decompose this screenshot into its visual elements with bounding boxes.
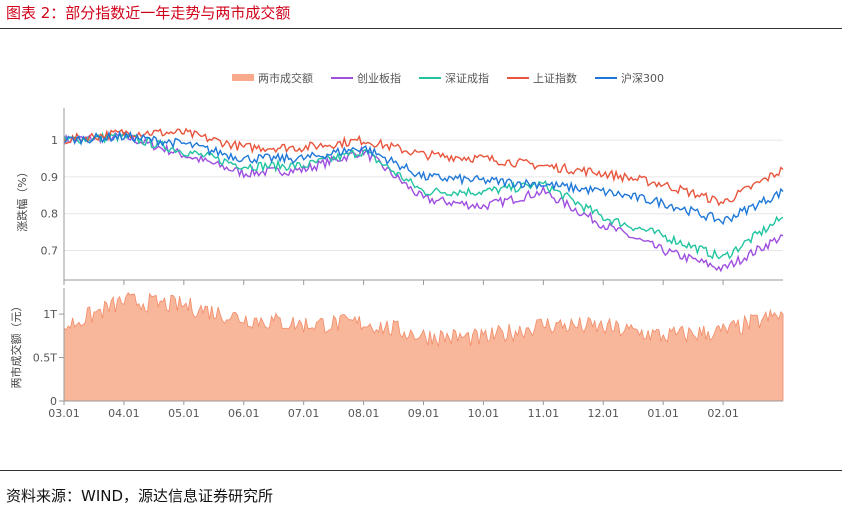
line-chart-grid [64, 139, 783, 252]
y-tick-label: 0.5T [33, 352, 57, 365]
x-tick-label: 05.01 [168, 407, 200, 420]
x-tick-label: 01.01 [647, 407, 679, 420]
series-line [63, 127, 784, 207]
y-axis-label: 两市成交额（元） [9, 301, 23, 389]
legend-label: 创业板指 [357, 71, 401, 85]
legend-label: 两市成交额 [258, 71, 313, 85]
chart-canvas: 两市成交额 创业板指 深证成指 上证指数 沪深300 0.70.80.91涨跌幅（%）0… [9, 71, 784, 420]
y-tick-label: 0.8 [41, 208, 59, 221]
y-tick-label: 1T [43, 308, 57, 321]
x-tick-label: 07.01 [288, 407, 320, 420]
series-line [63, 130, 784, 226]
legend-label: 沪深300 [621, 71, 664, 85]
y-tick-label: 1 [51, 134, 58, 147]
x-tick-label: 12.01 [588, 407, 620, 420]
top-rule [0, 28, 842, 29]
source-note: 资料来源：WIND，源达信息证券研究所 [6, 487, 274, 505]
legend-swatch [232, 74, 254, 81]
x-tick-label: 03.01 [48, 407, 80, 420]
y-axis-label: 涨跌幅（%） [15, 166, 29, 231]
figure-title: 图表 2：部分指数近一年走势与两市成交额 [6, 4, 291, 22]
y-tick-label: 0.9 [41, 171, 59, 184]
bottom-rule [0, 470, 842, 471]
turnover-area [63, 292, 784, 402]
area-chart-series [63, 292, 784, 402]
legend-label: 深证成指 [445, 71, 489, 85]
x-tick-label: 10.01 [468, 407, 500, 420]
y-tick-label: 0.7 [41, 245, 59, 258]
x-tick-label: 11.01 [528, 407, 560, 420]
axes: 0.7 0.8 0.9 1 涨跌幅（%） 0 0.5T 1T 两市成交额（元） 03.01 04.0… [9, 108, 783, 420]
line-chart-series [63, 127, 784, 273]
series-line [63, 131, 784, 260]
y-tick-label: 0 [50, 395, 57, 408]
legend: 两市成交额 创业板指 深证成指 上证指数 沪深300 [232, 71, 664, 85]
x-tick-label: 02.01 [707, 407, 739, 420]
x-tick-label: 08.01 [348, 407, 380, 420]
legend-label: 上证指数 [533, 71, 577, 85]
x-tick-label: 04.01 [108, 407, 140, 420]
x-tick-label: 09.01 [408, 407, 440, 420]
x-tick-label: 06.01 [228, 407, 260, 420]
